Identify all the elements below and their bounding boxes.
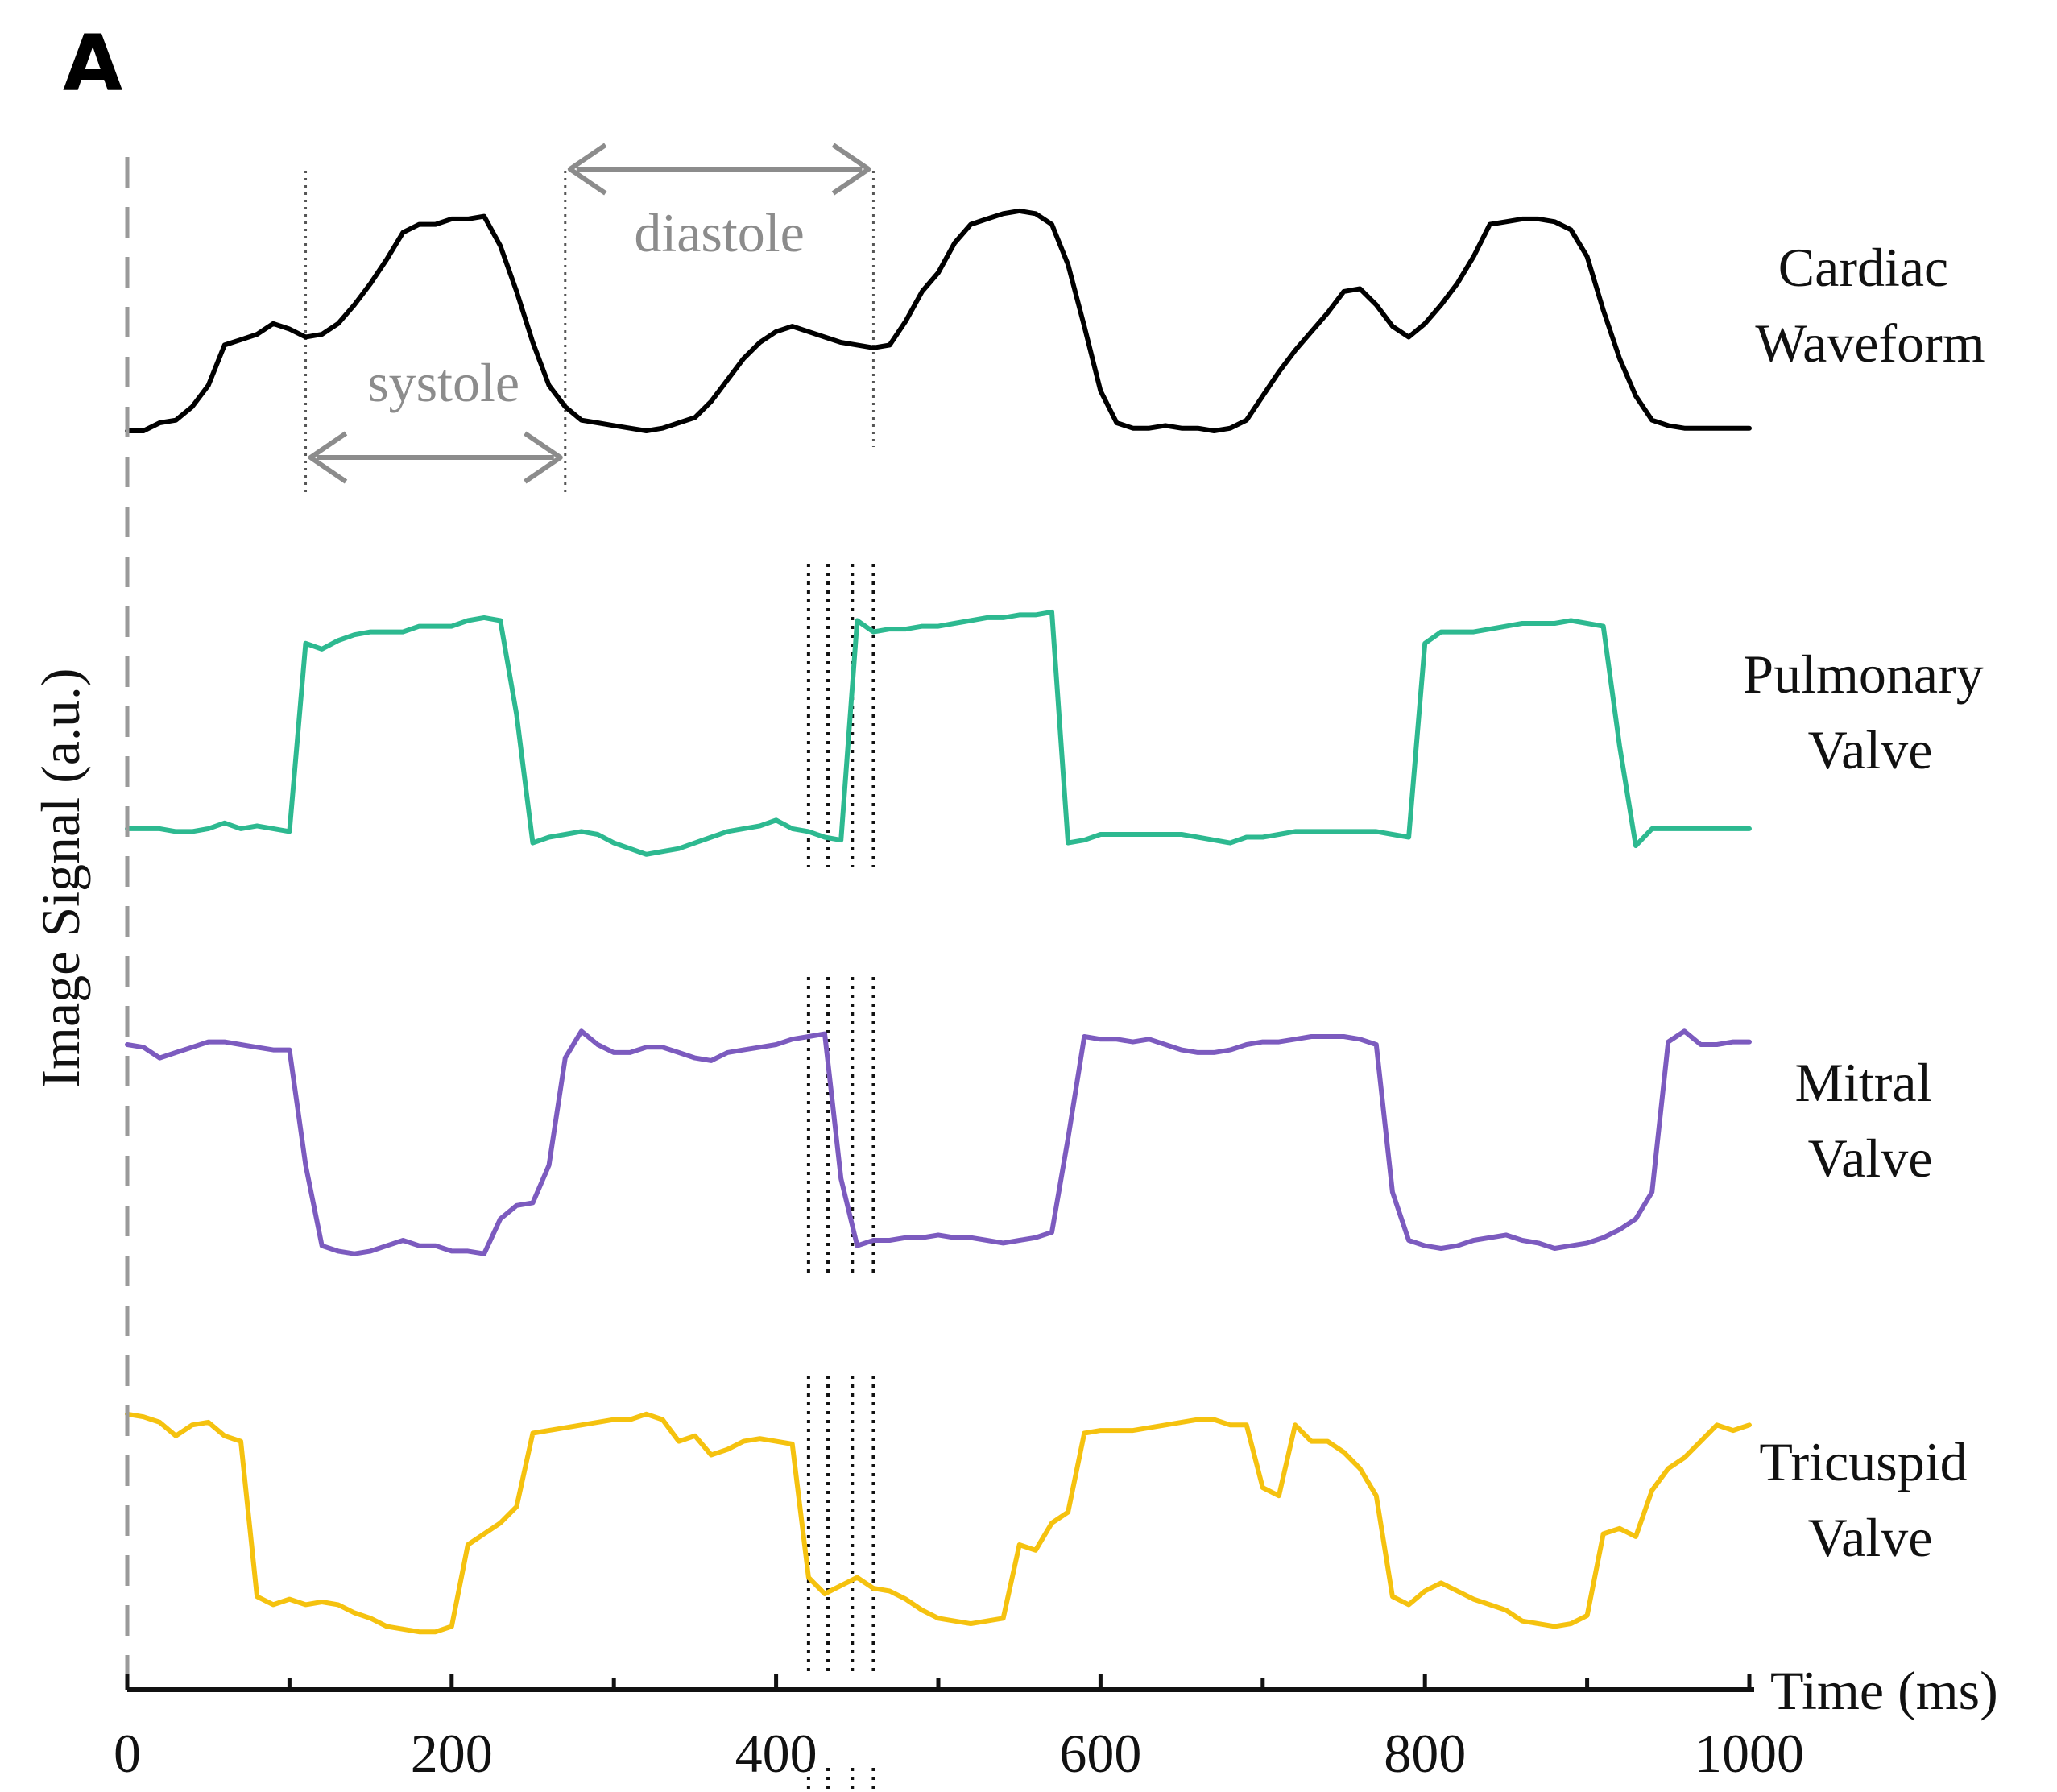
x-tick-label-800: 800 [1384, 1723, 1466, 1784]
systole-arrow-head-left [308, 431, 348, 484]
pulmonary-valve-label: Pulmonary Valve [1743, 644, 1997, 780]
series-line-mitral-valve [125, 1028, 1752, 1256]
panel-label: A [63, 19, 122, 109]
diastole-arrow-head-right [831, 143, 871, 196]
series-line-tricuspid-valve [125, 1411, 1752, 1635]
x-axis: Time (ms) 0 200 400 600 800 1000 [114, 157, 1998, 1784]
x-tick-label-200: 200 [411, 1723, 493, 1784]
diastole-label: diastole [634, 202, 805, 263]
tricuspid-valve-label: Tricuspid Valve [1759, 1431, 1980, 1568]
tricuspid-valve-label-line2: Valve [1808, 1507, 1933, 1568]
mitral-valve-label: Mitral Valve [1795, 1052, 1946, 1189]
tricuspid-valve-label-line1: Tricuspid [1759, 1431, 1967, 1492]
cardiac-waveform-label-line1: Cardiac [1778, 237, 1948, 298]
cardiac-waveform-label: Cardiac Waveform [1755, 237, 1985, 374]
x-tick-label-400: 400 [735, 1723, 817, 1784]
diastole-arrow-head-left [567, 143, 607, 196]
x-tick-label-600: 600 [1059, 1723, 1141, 1784]
trace-labels: Cardiac Waveform Pulmonary Valve Mitral … [1743, 237, 1997, 1568]
phase-annotations: diastole systole [304, 143, 875, 493]
x-tick-label-1000: 1000 [1695, 1723, 1804, 1784]
cardiac-waveform-label-line2: Waveform [1755, 312, 1985, 374]
systole-label: systole [367, 352, 519, 413]
series-line-pulmonary-valve [125, 609, 1752, 857]
mitral-valve-label-line2: Valve [1808, 1128, 1933, 1189]
pulmonary-valve-label-line1: Pulmonary [1743, 644, 1983, 705]
x-tick-label-0: 0 [114, 1723, 141, 1784]
mitral-valve-label-line1: Mitral [1795, 1052, 1932, 1113]
systole-arrow-head-right [524, 431, 563, 484]
series-line-cardiac-waveform [125, 208, 1752, 433]
pulmonary-valve-label-line2: Valve [1808, 719, 1933, 780]
y-axis-label: Image Signal (a.u.) [30, 668, 91, 1087]
series-lines [125, 208, 1752, 1635]
x-axis-label: Time (ms) [1770, 1660, 1998, 1721]
